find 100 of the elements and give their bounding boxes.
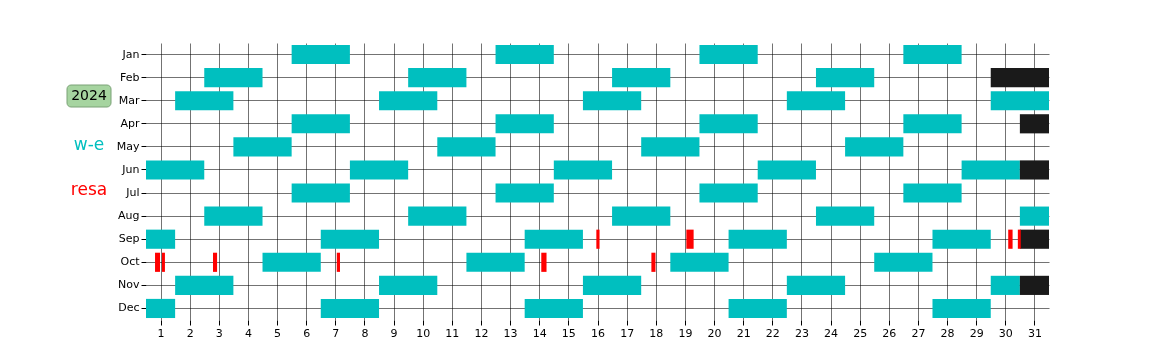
bar: [204, 206, 263, 226]
bar: [932, 229, 991, 249]
bar: [612, 68, 671, 88]
bar: [728, 229, 787, 249]
x-tick-label: 10: [416, 326, 431, 340]
bar: [495, 44, 554, 65]
bar: [379, 91, 438, 111]
bar: [162, 252, 165, 272]
x-tick-label: 13: [503, 326, 518, 340]
bar: [903, 114, 962, 134]
bar: [651, 252, 656, 272]
bar: [175, 275, 234, 295]
bar: [320, 298, 380, 319]
bar: [699, 183, 758, 203]
bar: [146, 160, 205, 180]
bar: [874, 252, 933, 272]
bar: [932, 298, 991, 319]
bar: [815, 206, 875, 226]
x-tick-label: 17: [620, 326, 635, 340]
bar: [495, 183, 554, 203]
bar: [786, 91, 846, 111]
bar: [495, 114, 554, 134]
x-tick-label: 19: [678, 326, 693, 340]
y-tick-label: Apr: [120, 116, 140, 130]
bar: [815, 68, 875, 88]
text: resa: [70, 179, 108, 199]
bar: [670, 252, 729, 272]
bar: [582, 275, 642, 295]
bar: [204, 68, 263, 88]
bar: [466, 252, 525, 272]
bar: [786, 275, 846, 295]
x-tick-label: 12: [474, 326, 489, 340]
bar: [408, 206, 467, 226]
bar: [1019, 206, 1049, 226]
y-tick-label: Dec: [118, 301, 140, 315]
x-tick-label: 21: [736, 326, 751, 340]
y-tick-label: Oct: [120, 255, 141, 269]
y-tick-label: Nov: [118, 278, 140, 292]
y-tick-label: Jul: [125, 186, 140, 200]
bar: [233, 137, 292, 157]
bar: [320, 229, 380, 249]
x-tick-label: 18: [649, 326, 664, 340]
x-tick-label: 30: [998, 326, 1013, 340]
x-tick-label: 22: [765, 326, 780, 340]
x-tick-label: 25: [853, 326, 868, 340]
y-tick-label: Jun: [121, 162, 140, 176]
x-tick-label: 6: [303, 326, 311, 340]
bar: [728, 298, 787, 319]
y-tick-label: Aug: [118, 209, 140, 223]
bar: [291, 183, 350, 203]
bar: [961, 160, 1020, 180]
x-tick-label: 31: [1027, 326, 1042, 340]
x-tick-label: 1: [157, 326, 165, 340]
x-tick-label: 7: [332, 326, 340, 340]
bar: [1019, 275, 1049, 295]
bar: [641, 137, 700, 157]
x-tick-label: 2: [186, 326, 194, 340]
bar: [903, 44, 962, 65]
x-tick-label: 9: [390, 326, 398, 340]
text: w-e: [73, 134, 105, 154]
x-tick-label: 27: [911, 326, 926, 340]
bar: [553, 160, 613, 180]
x-tick-label: 4: [244, 326, 252, 340]
bar: [291, 44, 350, 65]
x-tick-label: 28: [940, 326, 955, 340]
bar: [437, 137, 496, 157]
bar: [596, 229, 600, 249]
x-tick-label: 3: [215, 326, 223, 340]
y-tick-label: May: [116, 139, 140, 153]
bar: [155, 252, 160, 272]
bar: [336, 252, 340, 272]
y-tick-label: Jan: [121, 47, 140, 61]
bar: [845, 137, 904, 157]
text: 2024: [71, 87, 107, 103]
y-tick-label: Sep: [118, 232, 140, 246]
bar: [1019, 114, 1049, 134]
bar: [1017, 229, 1021, 249]
bar: [699, 114, 758, 134]
x-tick-label: 29: [969, 326, 984, 340]
bar: [541, 252, 547, 272]
x-tick-label: 16: [591, 326, 605, 340]
bar: [146, 229, 176, 249]
bar: [379, 275, 438, 295]
x-tick-label: 8: [361, 326, 369, 340]
bar: [524, 229, 583, 249]
bar: [524, 298, 583, 319]
bar: [757, 160, 816, 180]
x-tick-label: 14: [532, 326, 547, 340]
y-tick-label: Mar: [118, 93, 140, 107]
x-tick-label: 5: [274, 326, 282, 340]
bar: [686, 229, 694, 249]
bar: [349, 160, 409, 180]
bar: [990, 275, 1020, 295]
bar: [990, 68, 1049, 88]
bar: [262, 252, 321, 272]
x-tick-label: 20: [707, 326, 722, 340]
y-tick-label: Feb: [120, 70, 140, 84]
bar: [699, 44, 758, 65]
x-tick-label: 24: [824, 326, 839, 340]
bar: [175, 91, 234, 111]
